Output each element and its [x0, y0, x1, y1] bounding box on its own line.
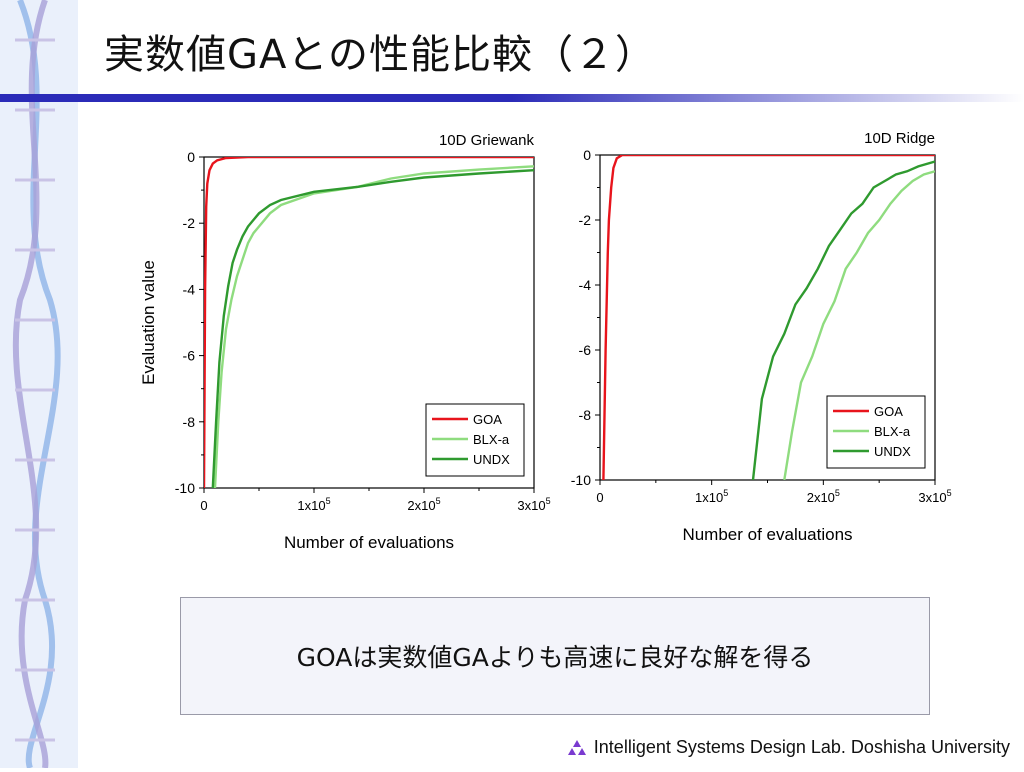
legend-label-undx: UNDX [874, 444, 911, 459]
y-tick-label: -10 [175, 480, 195, 496]
y-tick-label: -2 [183, 215, 196, 231]
y-tick-label: -8 [183, 414, 196, 430]
chart-title: 10D Griewank [439, 132, 535, 149]
series-line-goa [602, 155, 935, 480]
series-line-blx-a [783, 170, 935, 480]
x-tick-label: 2x105 [407, 496, 440, 513]
x-axis-label: Number of evaluations [682, 525, 852, 544]
page-title: 実数値GAとの性能比較（２） [104, 32, 656, 78]
y-tick-label: -6 [579, 342, 592, 358]
series-line-goa [204, 157, 534, 488]
legend-label-blx-a: BLX-a [473, 432, 510, 447]
footer: Intelligent Systems Design Lab. Doshisha… [566, 737, 1010, 758]
x-tick-label: 3x105 [918, 488, 951, 505]
series-line-undx [211, 169, 534, 488]
y-tick-label: -8 [579, 407, 592, 423]
chart-ridge: 10D Ridge 0 -2 -4 -6 -8 -10 0 1x105 2x105 3x105 Num… [571, 130, 952, 544]
series-line-blx-a [213, 165, 534, 488]
chart-griewank: 10D Griewank 0 -2 -4 -6 -8 -10 0 1x105 2x105 3x105… [139, 132, 551, 552]
x-tick-label: 0 [596, 490, 603, 505]
dna-helix-graphic [12, 0, 61, 770]
x-axis-label: Number of evaluations [284, 533, 454, 552]
chart-title: 10D Ridge [864, 130, 935, 147]
x-tick-label: 0 [200, 498, 207, 513]
y-tick-label: -4 [183, 281, 196, 297]
y-tick-label: -4 [579, 277, 592, 293]
x-tick-label: 2x105 [807, 488, 840, 505]
y-tick-label: 0 [583, 147, 591, 163]
footer-text: Intelligent Systems Design Lab. Doshisha… [593, 737, 1010, 757]
x-tick-label: 3x105 [517, 496, 550, 513]
y-axis-label: Evaluation value [139, 260, 158, 385]
legend-label-goa: GOA [473, 412, 502, 427]
legend-label-goa: GOA [874, 404, 903, 419]
y-tick-label: -6 [183, 348, 196, 364]
tri-triangle-logo-icon [567, 739, 586, 755]
legend-label-undx: UNDX [473, 452, 510, 467]
title-underline-bar [0, 94, 1024, 102]
summary-box: GOAは実数値GAよりも高速に良好な解を得る [180, 597, 930, 715]
series-line-undx [751, 160, 935, 480]
y-tick-label: -10 [571, 472, 591, 488]
x-tick-label: 1x105 [695, 488, 728, 505]
y-tick-label: 0 [187, 149, 195, 165]
x-tick-label: 1x105 [297, 496, 330, 513]
legend-label-blx-a: BLX-a [874, 424, 911, 439]
sidebar-dna-decoration [0, 0, 78, 770]
summary-text: GOAは実数値GAよりも高速に良好な解を得る [296, 643, 814, 672]
y-tick-label: -2 [579, 212, 592, 228]
